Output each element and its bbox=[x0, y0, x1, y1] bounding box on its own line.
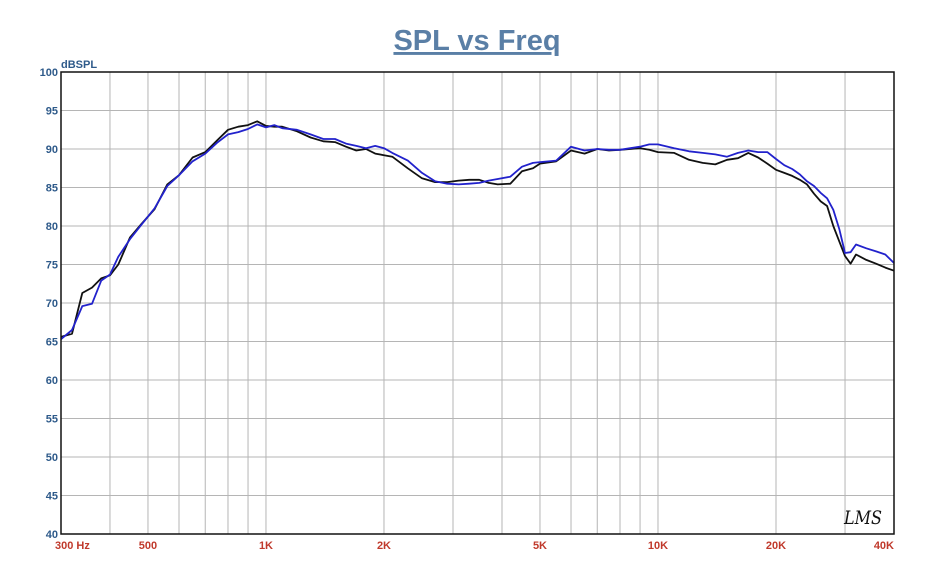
x-tick-label: 2K bbox=[377, 540, 391, 552]
y-tick-label: 95 bbox=[46, 106, 58, 118]
y-tick-label: 85 bbox=[46, 183, 58, 195]
lms-logo: LMS bbox=[843, 507, 882, 529]
y-tick-label: 50 bbox=[46, 452, 58, 464]
y-tick-label: 100 bbox=[40, 67, 58, 79]
y-axis-unit-label: dBSPL bbox=[61, 59, 97, 71]
x-tick-label: 40K bbox=[874, 540, 894, 552]
x-tick-label: 10K bbox=[648, 540, 668, 552]
x-tick-label: 20K bbox=[766, 540, 786, 552]
x-tick-label: 1K bbox=[259, 540, 273, 552]
x-tick-label: 500 bbox=[139, 540, 157, 552]
y-tick-label: 65 bbox=[46, 337, 58, 349]
y-tick-label: 75 bbox=[46, 260, 58, 272]
y-axis-ticks: 40 45 50 55 60 65 70 75 80 85 90 95 100 bbox=[40, 67, 58, 541]
y-tick-label: 80 bbox=[46, 221, 58, 233]
y-tick-label: 90 bbox=[46, 144, 58, 156]
y-tick-label: 70 bbox=[46, 298, 58, 310]
x-axis-ticks: 300 Hz 500 1K 2K 5K 10K 20K 40K bbox=[55, 540, 894, 552]
y-tick-label: 55 bbox=[46, 414, 58, 426]
y-tick-label: 60 bbox=[46, 375, 58, 387]
y-tick-label: 45 bbox=[46, 491, 58, 503]
plot-grid bbox=[61, 72, 894, 534]
chart-title: SPL vs Freq bbox=[393, 25, 560, 57]
series-line-1 bbox=[60, 120, 895, 338]
y-tick-label: 40 bbox=[46, 529, 58, 541]
series-line-2 bbox=[60, 123, 895, 340]
plot-series bbox=[60, 120, 895, 340]
x-tick-label: 300 Hz bbox=[55, 540, 90, 552]
plot-frame bbox=[60, 71, 895, 535]
x-tick-label: 5K bbox=[533, 540, 547, 552]
